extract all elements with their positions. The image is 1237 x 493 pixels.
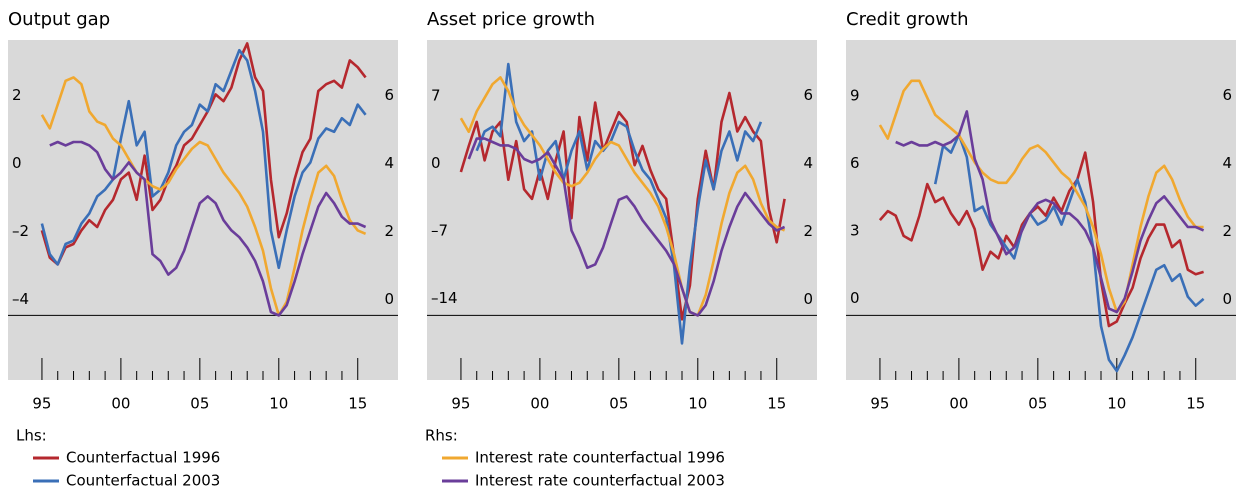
- chart-title: Asset price growth: [427, 9, 595, 30]
- y2-tick-label: 4: [1222, 154, 1232, 172]
- series-line: [40, 48, 367, 270]
- x-tick-label: 95: [451, 395, 470, 413]
- series-line: [933, 133, 1205, 373]
- legend-group-title: Rhs:: [425, 427, 458, 445]
- series-line: [40, 42, 367, 266]
- legend-label: Counterfactual 1996: [66, 449, 220, 467]
- x-tick-label: 95: [32, 395, 51, 413]
- y2-tick-label: 0: [384, 290, 394, 308]
- series-line: [878, 151, 1204, 328]
- x-tick-label: 10: [688, 395, 707, 413]
- y2-tick-label: 6: [803, 86, 813, 104]
- series-line: [40, 76, 367, 317]
- y2-tick-label: 2: [1222, 222, 1232, 240]
- series-line: [467, 137, 786, 317]
- y2-tick-label: 4: [384, 154, 394, 172]
- y-tick-label: –4: [12, 290, 29, 308]
- y-tick-label: 7: [431, 87, 441, 105]
- y2-tick-label: 0: [803, 290, 813, 308]
- y-tick-label: 6: [850, 154, 860, 172]
- x-tick-label: 15: [1186, 395, 1205, 413]
- y2-tick-label: 2: [803, 222, 813, 240]
- y-tick-label: 2: [12, 86, 22, 104]
- series-line: [459, 76, 786, 317]
- x-tick-label: 15: [348, 395, 367, 413]
- legend-label: Interest rate counterfactual 2003: [475, 472, 725, 490]
- x-tick-label: 05: [609, 395, 628, 413]
- y-tick-label: 0: [850, 289, 860, 307]
- x-tick-label: 95: [870, 395, 889, 413]
- legend-group-title: Lhs:: [16, 427, 47, 445]
- y2-tick-label: 4: [803, 154, 813, 172]
- x-tick-label: 15: [767, 395, 786, 413]
- x-tick-label: 00: [530, 395, 549, 413]
- y2-tick-label: 2: [384, 222, 394, 240]
- chart-title: Output gap: [8, 9, 110, 30]
- y2-tick-label: 0: [1222, 290, 1232, 308]
- series-line: [49, 140, 367, 317]
- x-tick-label: 10: [1107, 395, 1126, 413]
- y-tick-label: –2: [12, 222, 29, 240]
- series-line: [475, 62, 763, 345]
- y2-tick-label: 6: [384, 86, 394, 104]
- x-tick-label: 05: [190, 395, 209, 413]
- plot-background: [427, 40, 817, 380]
- legend-label: Counterfactual 2003: [66, 472, 220, 490]
- legend-label: Interest rate counterfactual 1996: [475, 449, 725, 467]
- x-tick-label: 00: [949, 395, 968, 413]
- y-tick-label: 0: [431, 154, 441, 172]
- y-tick-label: 3: [850, 222, 860, 240]
- x-tick-label: 00: [111, 395, 130, 413]
- series-line: [878, 79, 1204, 314]
- plot-background: [8, 40, 398, 380]
- y-tick-label: –7: [431, 222, 448, 240]
- chart-title: Credit growth: [846, 9, 968, 30]
- y-tick-label: –14: [431, 289, 458, 307]
- y2-tick-label: 6: [1222, 86, 1232, 104]
- series-line: [895, 110, 1205, 314]
- y-tick-label: 0: [12, 154, 22, 172]
- x-tick-label: 05: [1028, 395, 1047, 413]
- x-tick-label: 10: [269, 395, 288, 413]
- y-tick-label: 9: [850, 87, 860, 105]
